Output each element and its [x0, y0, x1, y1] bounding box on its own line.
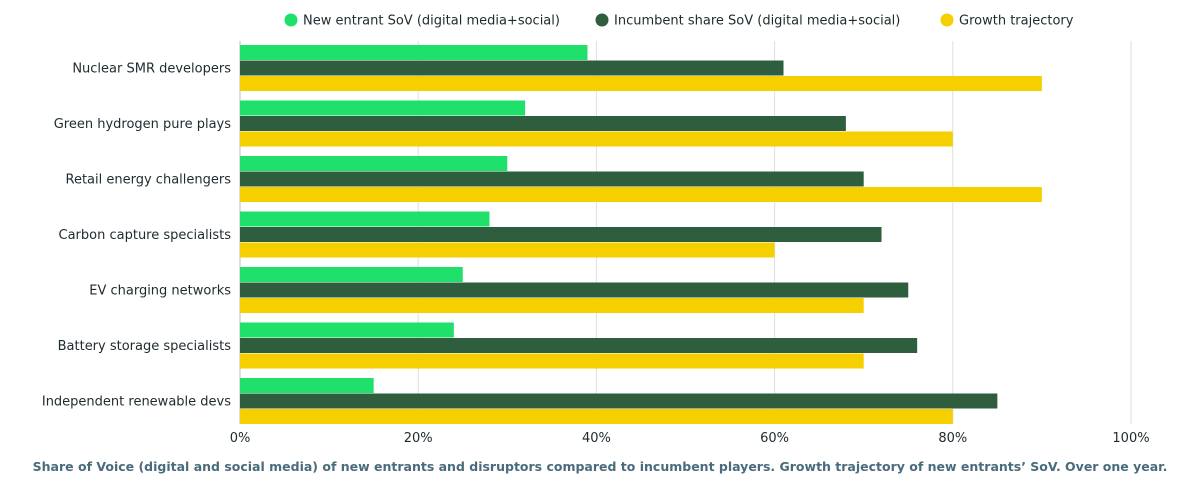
legend-marker	[284, 13, 298, 27]
category-label: EV charging networks	[89, 284, 231, 299]
bar-0-2	[240, 156, 508, 171]
bar-2-1	[240, 131, 953, 147]
category-label: Nuclear SMR developers	[72, 62, 231, 77]
bar-0-1	[240, 100, 526, 116]
category-label: Green hydrogen pure plays	[54, 117, 232, 132]
bar-1-4	[240, 282, 909, 298]
x-tick-label: 20%	[404, 431, 433, 446]
category-label: Carbon capture specialists	[59, 228, 232, 243]
legend-label: Growth trajectory	[959, 14, 1074, 29]
bars	[240, 45, 1042, 424]
category-label: Battery storage specialists	[58, 339, 232, 354]
bar-0-6	[240, 378, 374, 393]
bar-1-2	[240, 171, 864, 187]
x-tick-label: 80%	[938, 431, 967, 446]
bar-0-0	[240, 45, 588, 60]
x-tick-label: 40%	[582, 431, 611, 446]
category-label: Independent renewable devs	[42, 395, 231, 410]
bar-2-3	[240, 242, 775, 258]
x-tick-label: 60%	[760, 431, 789, 446]
category-label: Retail energy challengers	[66, 173, 232, 188]
bar-2-2	[240, 187, 1042, 202]
bar-1-1	[240, 116, 846, 131]
bar-1-0	[240, 60, 784, 76]
category-labels: Nuclear SMR developers Green hydrogen pur…	[42, 62, 231, 410]
bar-0-4	[240, 267, 463, 282]
bar-2-4	[240, 298, 864, 313]
legend-marker	[595, 13, 609, 27]
bar-chart: Nuclear SMR developers Green hydrogen pur…	[42, 13, 1150, 446]
x-tick-label: 100%	[1112, 431, 1149, 446]
bar-0-5	[240, 322, 454, 338]
legend-label: Incumbent share SoV (digital media+socia…	[614, 14, 900, 29]
bar-1-6	[240, 393, 998, 409]
bar-2-6	[240, 409, 953, 424]
chart-caption: Share of Voice (digital and social media…	[32, 459, 1168, 474]
x-axis-ticks: 0% 20% 40% 60% 80% 100%	[230, 431, 1150, 446]
bar-1-5	[240, 338, 918, 353]
bar-1-3	[240, 227, 882, 242]
bar-0-3	[240, 211, 490, 227]
legend-label: New entrant SoV (digital media+social)	[303, 14, 560, 29]
x-tick-label: 0%	[230, 431, 251, 446]
legend: New entrant SoV (digital media+social) In…	[284, 13, 1074, 29]
bar-2-0	[240, 76, 1042, 91]
legend-marker	[940, 13, 954, 27]
bar-2-5	[240, 353, 864, 369]
